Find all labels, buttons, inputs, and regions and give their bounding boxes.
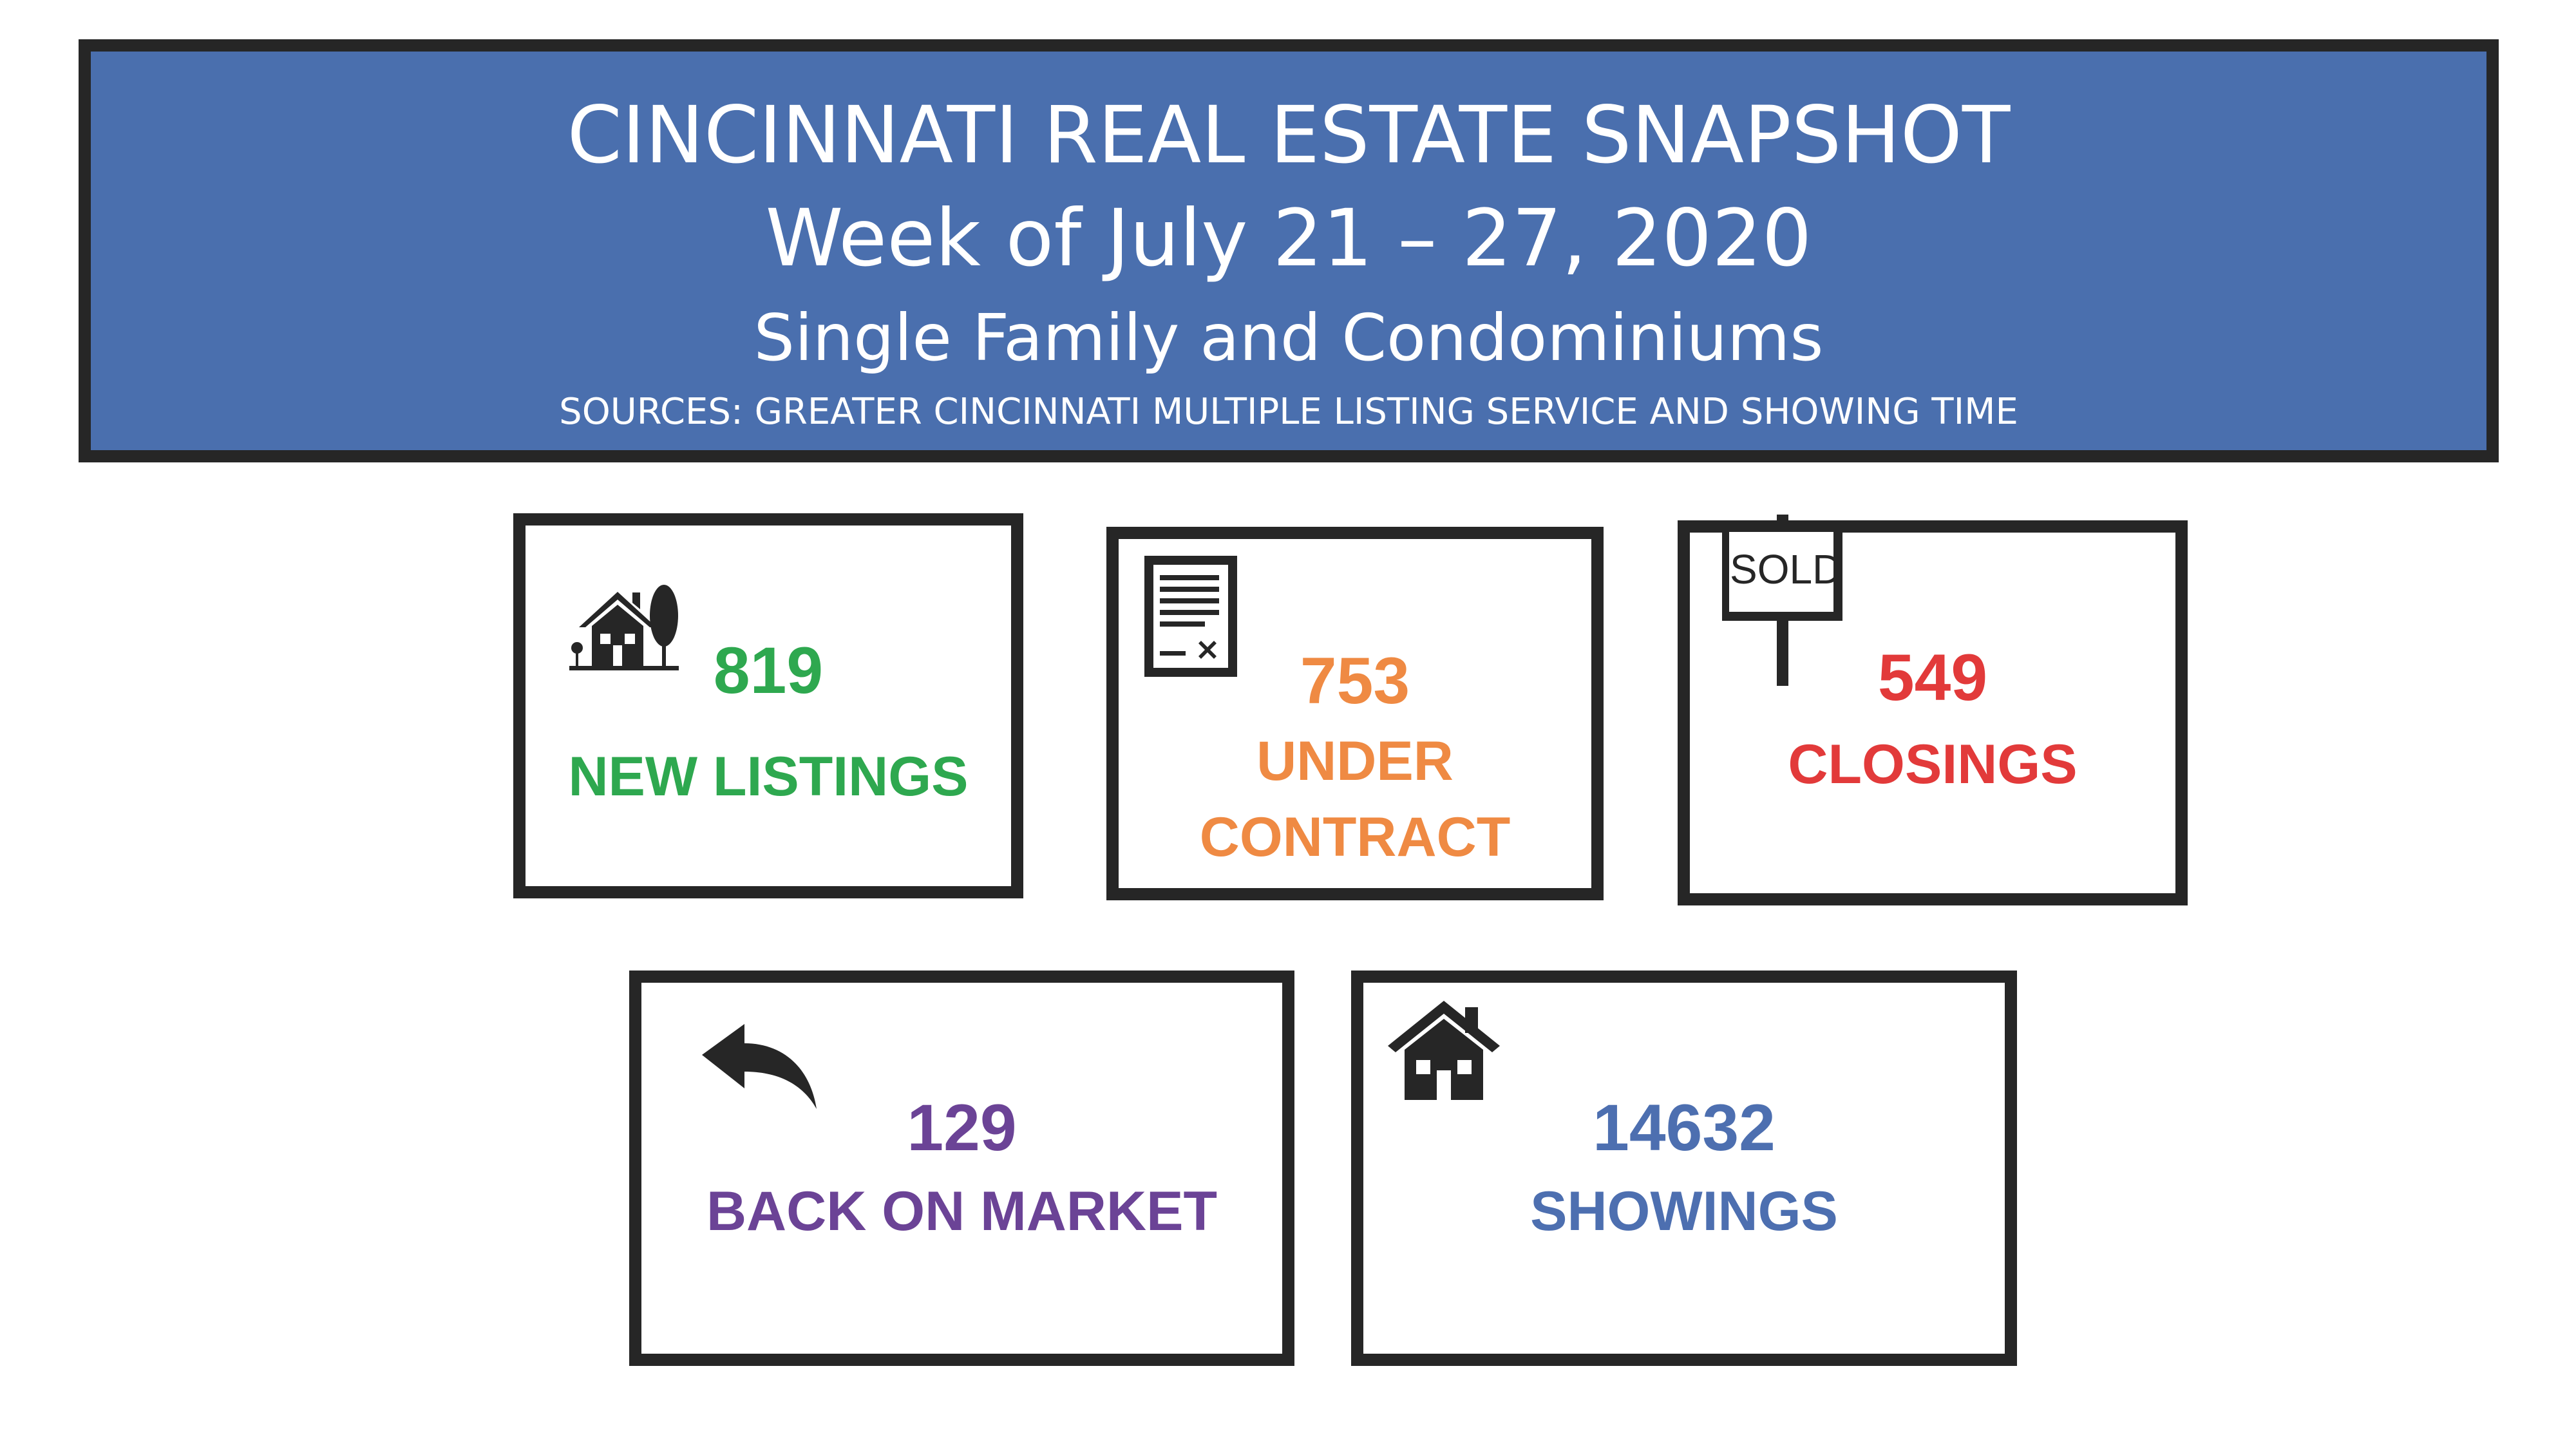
new-listings-label: NEW LISTINGS	[568, 746, 969, 808]
sold-sign-icon: SOLD	[1722, 515, 1844, 688]
back-on-market-label: BACK ON MARKET	[706, 1180, 1218, 1242]
sold-sign-text: SOLD	[1730, 546, 1842, 592]
showings-label: SHOWINGS	[1530, 1180, 1838, 1242]
closings-value: 549	[1877, 641, 1988, 714]
under-contract-label-line2: CONTRACT	[1199, 806, 1511, 868]
back-on-market-card: 129 BACK ON MARKET	[629, 971, 1294, 1366]
house-with-tree-icon	[569, 585, 679, 670]
sources-text: SOURCES: GREATER CINCINNATI MULTIPLE LIS…	[559, 391, 2018, 433]
closings-label: CLOSINGS	[1788, 734, 2078, 795]
date-range: Week of July 21 – 27, 2020	[765, 193, 1812, 284]
back-arrow-icon	[702, 1024, 817, 1109]
back-on-market-value: 129	[907, 1091, 1017, 1164]
header-banner: CINCINNATI REAL ESTATE SNAPSHOT Week of …	[79, 39, 2499, 462]
showings-value: 14632	[1593, 1091, 1776, 1164]
new-listings-value: 819	[713, 634, 824, 707]
house-icon	[1388, 1001, 1500, 1100]
page-title: CINCINNATI REAL ESTATE SNAPSHOT	[567, 90, 2011, 181]
showings-card: 14632 SHOWINGS	[1351, 971, 2017, 1366]
under-contract-card: 753 UNDER CONTRACT	[1106, 527, 1604, 900]
new-listings-card: 819 NEW LISTINGS	[513, 513, 1023, 898]
subtitle: Single Family and Condominiums	[753, 300, 1824, 375]
under-contract-value: 753	[1300, 644, 1410, 717]
under-contract-label-line1: UNDER	[1256, 730, 1454, 792]
closings-card: SOLD 549 CLOSINGS	[1678, 515, 2188, 905]
contract-document-icon	[1144, 556, 1237, 677]
